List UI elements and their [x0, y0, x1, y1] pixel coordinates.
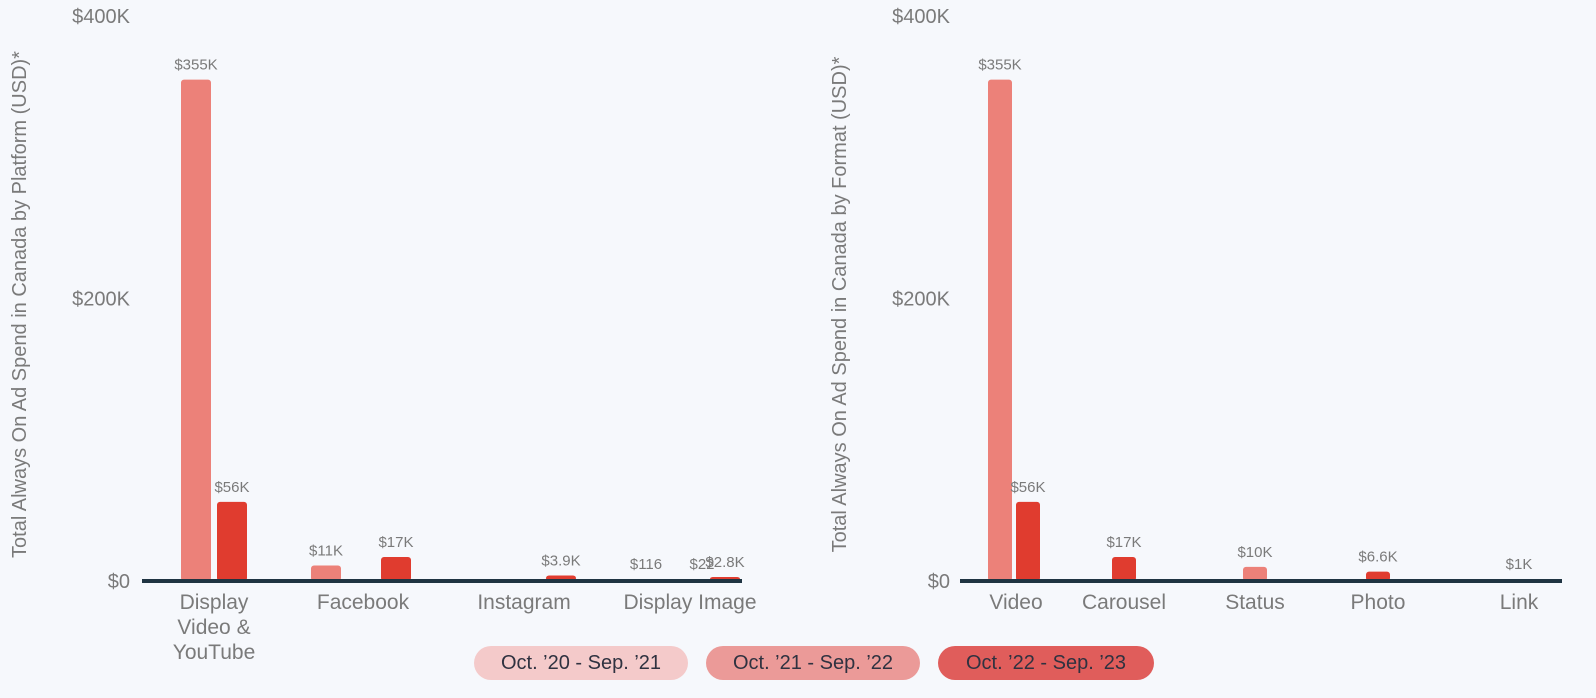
data-label: $355K [174, 57, 217, 74]
data-label: $10K [1237, 544, 1272, 561]
x-tick-label: Facebook [317, 591, 410, 614]
y-tick-label: $400K [72, 6, 130, 28]
data-label: $355K [978, 57, 1021, 74]
x-tick-label: Link [1500, 591, 1539, 614]
legend-item-2020-2021[interactable]: Oct. ’20 - Sep. ’21 [474, 646, 688, 680]
y-tick-label: $400K [892, 6, 950, 28]
y-tick-label: $0 [108, 571, 130, 593]
y-tick-label: $0 [928, 571, 950, 593]
data-label: $2.8K [705, 554, 744, 571]
bar [311, 565, 341, 581]
y-axis-label: Total Always On Ad Spend in Canada by Pl… [9, 51, 31, 558]
legend-item-2022-2023[interactable]: Oct. ’22 - Sep. ’23 [938, 646, 1154, 680]
data-label: $17K [378, 534, 413, 551]
format-bar-chart: $0 $200K $400K Total Always On Ad Spend in … [829, 6, 1562, 614]
x-tick-label: Video [989, 591, 1042, 614]
y-axis-label: Total Always On Ad Spend in Canada by Fo… [829, 56, 851, 552]
x-tick-label: Display Image [623, 591, 756, 614]
bar [988, 79, 1012, 581]
data-label: $22 [689, 556, 714, 573]
bar [1112, 556, 1136, 581]
y-tick-label: $200K [892, 289, 950, 311]
data-label: $3.9K [541, 552, 580, 569]
data-label: $56K [214, 479, 249, 496]
x-tick-label: Carousel [1082, 591, 1166, 614]
data-label: $17K [1106, 534, 1141, 551]
legend-label: Oct. ’21 - Sep. ’22 [732, 651, 894, 674]
x-tick-label: Display [180, 591, 249, 614]
bar [1366, 571, 1390, 581]
data-label: $6.6K [1358, 549, 1397, 566]
platform-bar-chart: $0 $200K $400K Total Always On Ad Spend in … [9, 6, 757, 664]
x-tick-label: Status [1225, 591, 1285, 614]
legend-label: Oct. ’22 - Sep. ’23 [965, 651, 1127, 674]
bar [381, 556, 411, 581]
x-tick-label: Instagram [477, 591, 570, 614]
data-label: $11K [309, 542, 343, 559]
data-label: $1K [1506, 556, 1533, 573]
bar [217, 501, 247, 581]
bar [1016, 501, 1040, 581]
bar [1243, 566, 1267, 581]
data-label: $56K [1010, 479, 1045, 496]
x-tick-label: Video & [177, 616, 250, 639]
x-tick-label: Photo [1351, 591, 1406, 614]
bar [181, 79, 211, 581]
legend-item-2021-2022[interactable]: Oct. ’21 - Sep. ’22 [706, 646, 920, 680]
y-tick-label: $200K [72, 289, 130, 311]
legend-label: Oct. ’20 - Sep. ’21 [500, 651, 662, 674]
data-label: $116 [630, 556, 662, 573]
x-tick-label: YouTube [173, 641, 256, 664]
legend: Oct. ’20 - Sep. ’21 Oct. ’21 - Sep. ’22 … [0, 646, 1596, 682]
